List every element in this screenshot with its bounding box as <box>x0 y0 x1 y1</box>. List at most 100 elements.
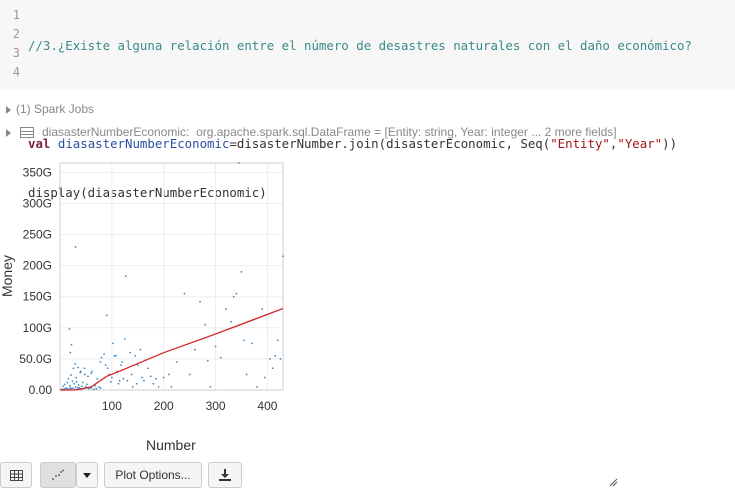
data-point <box>74 246 77 248</box>
y-tick-label: 250G <box>23 228 52 242</box>
data-point <box>136 364 139 367</box>
scatter-plot-button[interactable] <box>40 462 76 488</box>
data-point <box>109 381 112 383</box>
table-icon <box>9 469 23 481</box>
y-tick-label: 200G <box>23 259 52 273</box>
data-point <box>70 387 73 390</box>
chevron-down-icon <box>83 472 91 478</box>
plot-frame <box>59 162 284 391</box>
data-point <box>103 353 105 355</box>
data-point <box>104 364 107 367</box>
data-point <box>121 361 124 363</box>
data-point <box>105 314 108 317</box>
close-parens: )) <box>662 136 678 151</box>
data-point <box>100 356 103 359</box>
code-line-join: val diasasterNumberEconomic=disasterNumb… <box>28 134 692 153</box>
data-point <box>279 358 282 360</box>
data-point <box>106 367 109 370</box>
data-point <box>225 308 227 311</box>
string-entity: "Entity" <box>550 136 610 151</box>
trend-line <box>60 307 284 391</box>
data-point <box>209 385 212 388</box>
data-point <box>69 386 72 389</box>
data-point <box>96 377 99 380</box>
data-point <box>219 356 222 359</box>
data-point <box>282 255 284 258</box>
data-point <box>250 342 253 345</box>
data-point <box>113 354 116 357</box>
data-point <box>87 387 90 390</box>
data-point <box>75 381 78 383</box>
y-tick-label: 0.00 <box>29 383 53 397</box>
data-point <box>274 354 277 357</box>
data-point <box>92 388 95 391</box>
data-point <box>152 382 155 385</box>
data-point <box>111 342 114 345</box>
data-point <box>122 377 125 380</box>
dataframe-schema-toggle[interactable]: diasasterNumberEconomic: org.apache.spar… <box>6 125 617 139</box>
scatter-chart: 0.00 50.0G 100G 150G 200G 250G 300G 350G 100 200… <box>19 162 284 413</box>
data-point <box>118 379 121 382</box>
data-point <box>72 387 74 390</box>
y-tick-label: 300G <box>23 196 52 210</box>
resize-handle-icon[interactable] <box>608 477 618 487</box>
data-point <box>135 382 138 385</box>
data-point <box>120 364 123 367</box>
table-view-button[interactable] <box>0 462 32 488</box>
data-point <box>193 348 196 351</box>
expand-arrow-icon <box>6 128 11 137</box>
data-point <box>206 359 209 362</box>
table-icon <box>20 127 34 139</box>
data-point <box>87 375 89 378</box>
data-point <box>141 376 143 379</box>
y-tick-label: 100G <box>23 321 52 335</box>
join-expression: =disasterNumber.join(disasterEconomic, S… <box>229 136 551 151</box>
data-point <box>256 385 258 388</box>
data-point <box>69 374 72 376</box>
y-tick-label: 150G <box>23 290 52 304</box>
data-point <box>238 162 240 164</box>
comma: , <box>609 136 618 151</box>
x-tick-label: 300 <box>206 399 226 413</box>
data-point <box>276 339 279 342</box>
data-point <box>63 383 66 386</box>
data-point <box>72 367 75 370</box>
data-point <box>65 387 68 390</box>
keyword-val: val <box>28 136 51 151</box>
code-cell[interactable]: 1 2 3 4 //3.¿Existe alguna relación entr… <box>0 0 735 200</box>
data-point <box>126 379 129 382</box>
data-point <box>71 380 74 383</box>
data-point <box>147 367 150 370</box>
data-point <box>183 292 186 295</box>
data-point <box>74 385 77 388</box>
data-point <box>86 383 88 386</box>
data-point <box>75 376 77 379</box>
expand-arrow-icon <box>6 105 11 114</box>
dataframe-type: org.apache.spark.sql.DataFrame = [Entity… <box>196 125 617 139</box>
line-number: 2 <box>12 27 20 41</box>
data-point <box>97 385 100 388</box>
download-button[interactable] <box>208 462 242 488</box>
plot-options-button[interactable]: Plot Options... <box>104 462 202 488</box>
code-blank-line <box>28 85 692 104</box>
code-comment-line: //3.¿Existe alguna relación entre el núm… <box>28 38 692 53</box>
data-point <box>157 385 160 388</box>
data-point <box>110 376 113 379</box>
spark-jobs-toggle[interactable]: (1) Spark Jobs <box>6 102 94 116</box>
chart-type-dropdown[interactable] <box>76 462 98 488</box>
data-point <box>168 373 170 376</box>
data-point <box>130 373 133 376</box>
data-point <box>77 384 80 386</box>
x-axis-label: Number <box>146 437 196 453</box>
line-number: 1 <box>12 8 20 22</box>
data-point <box>68 384 71 387</box>
data-point <box>77 366 80 369</box>
data-point <box>67 377 70 380</box>
chart-grid <box>60 163 283 391</box>
code-editor[interactable]: //3.¿Existe alguna relación entre el núm… <box>28 6 692 232</box>
data-point <box>95 387 98 390</box>
data-point <box>117 382 120 385</box>
data-point <box>99 387 102 390</box>
data-point <box>230 320 233 323</box>
data-point <box>94 384 97 387</box>
